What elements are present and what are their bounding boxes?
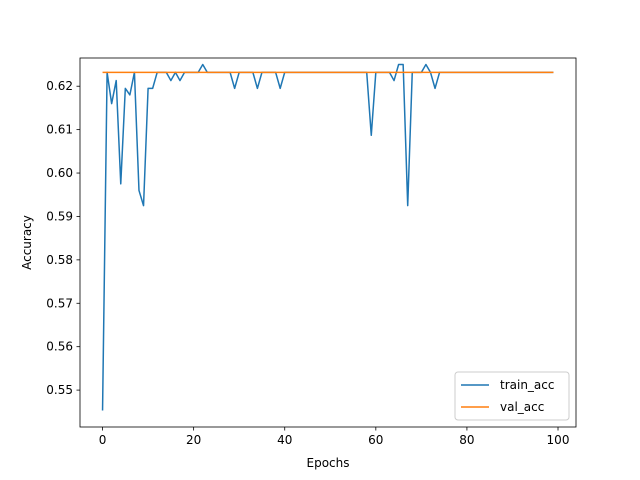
plot-area xyxy=(80,58,576,427)
ticks-layer: 0 20 40 60 80 100 0.55 0.56 0.57 0.58 0.59 0.60 0.61… xyxy=(46,79,569,447)
x-axis-label: Epochs xyxy=(307,456,350,470)
x-tick-label: 20 xyxy=(186,433,201,447)
legend-val-acc-label: val_acc xyxy=(500,400,544,414)
x-tick-label: 100 xyxy=(547,433,570,447)
y-tick-label: 0.62 xyxy=(46,79,73,93)
x-tick-label: 40 xyxy=(277,433,292,447)
y-tick-label: 0.56 xyxy=(46,340,73,354)
axes-frame xyxy=(79,57,577,428)
y-axis-label: Accuracy xyxy=(20,215,34,270)
y-tick-label: 0.61 xyxy=(46,123,73,137)
x-tick-label: 80 xyxy=(459,433,474,447)
y-tick-label: 0.57 xyxy=(46,296,73,310)
y-tick-label: 0.60 xyxy=(46,166,73,180)
legend-box xyxy=(454,371,570,421)
x-tick-label: 0 xyxy=(99,433,107,447)
axes-layer xyxy=(79,57,577,428)
legend: train_acc val_acc xyxy=(454,371,570,421)
series-layer xyxy=(101,63,554,411)
y-tick-label: 0.58 xyxy=(46,253,73,267)
x-tick-label: 60 xyxy=(368,433,383,447)
legend-train-acc-label: train_acc xyxy=(500,378,554,392)
y-tick-label: 0.59 xyxy=(46,209,73,223)
y-tick-label: 0.55 xyxy=(46,383,73,397)
